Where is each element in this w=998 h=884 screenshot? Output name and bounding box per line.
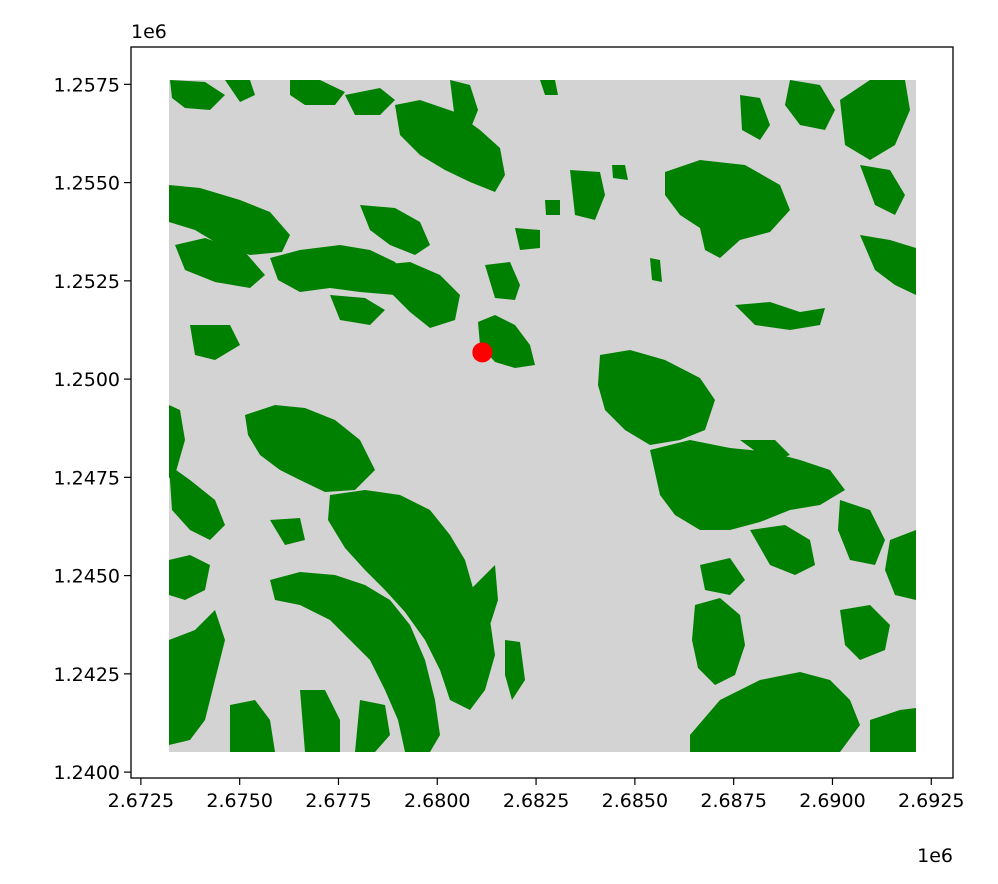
x-tick-label: 2.6875 [700,790,766,812]
y-tick-label: 1.2500 [54,369,120,391]
forest-patch [360,205,430,255]
forest-patch [885,530,916,600]
forest-patch [840,80,910,160]
forest-patch [735,302,825,330]
forest-patch [169,610,225,745]
x-tick-label: 2.6775 [305,790,371,812]
forest-patch [700,558,745,595]
forest-patch [570,170,605,220]
y-tick-label: 1.2450 [54,566,120,588]
forest-patch [598,350,715,445]
forest-patch [650,440,845,530]
forest-patch [450,80,478,135]
y-tick-label: 1.2400 [54,762,120,784]
forest-patch [355,700,390,752]
forest-patch [290,80,345,105]
x-tick-label: 2.6725 [108,790,174,812]
forest-patch [785,80,835,130]
forest-patch [169,185,290,255]
forest-patch [540,80,558,95]
x-axis: 2.6725 2.6750 2.6775 2.6800 2.6825 2.6850 2.68… [108,778,965,812]
forest-patch [170,80,225,110]
x-tick-label: 2.6900 [799,790,865,812]
forest-patch [169,405,185,478]
forest-patch [665,160,790,258]
forest-patch [270,518,305,545]
y-tick-label: 1.2425 [54,664,120,686]
location-marker [472,342,493,363]
y-tick-label: 1.2475 [54,467,120,489]
forest-patch [330,295,385,325]
forest-patch [245,405,375,492]
forest-patch [169,555,210,600]
forest-patch [345,88,395,115]
forest-patch [860,235,916,295]
forest-patch [690,672,860,752]
forest-patch [328,490,495,710]
x-tick-label: 2.6925 [898,790,964,812]
forest-patch [740,440,790,462]
y-tick-label: 1.2575 [54,74,120,96]
forest-patch [225,80,255,102]
x-offset-label: 1e6 [917,845,953,867]
forest-patch [545,200,560,215]
forest-patch [650,258,662,282]
x-tick-label: 2.6825 [503,790,569,812]
forest-patch [190,325,240,360]
forest-polygons [169,80,916,752]
forest-patch [270,572,440,752]
forest-patch [300,690,340,752]
axes-frame [130,46,954,779]
forest-patch [460,565,498,630]
forest-patch [838,500,885,565]
y-tick-label: 1.2525 [54,271,120,293]
x-tick-label: 2.6750 [206,790,272,812]
forest-patch [395,100,505,192]
forest-patch [169,465,225,540]
x-tick-label: 2.6800 [404,790,470,812]
forest-patch [840,605,890,660]
y-tick-label: 1.2550 [54,173,120,195]
y-axis: 1.2400 1.2425 1.2450 1.2475 1.2500 1.2525 1.25… [54,74,131,784]
forest-patch [750,525,815,575]
forest-patch [870,708,916,752]
forest-patch [478,315,535,368]
forest-patch [692,598,745,685]
forest-patch [230,700,275,752]
forest-patch [380,262,460,328]
forest-patch [270,245,410,295]
x-tick-label: 2.6850 [602,790,668,812]
forest-patch [860,165,905,215]
forest-patch [505,640,525,700]
forest-patch [740,95,770,140]
forest-patch [515,228,540,250]
forest-patch [485,262,520,300]
forest-patch [612,165,628,180]
y-offset-label: 1e6 [131,21,167,43]
forest-patch [175,238,265,288]
